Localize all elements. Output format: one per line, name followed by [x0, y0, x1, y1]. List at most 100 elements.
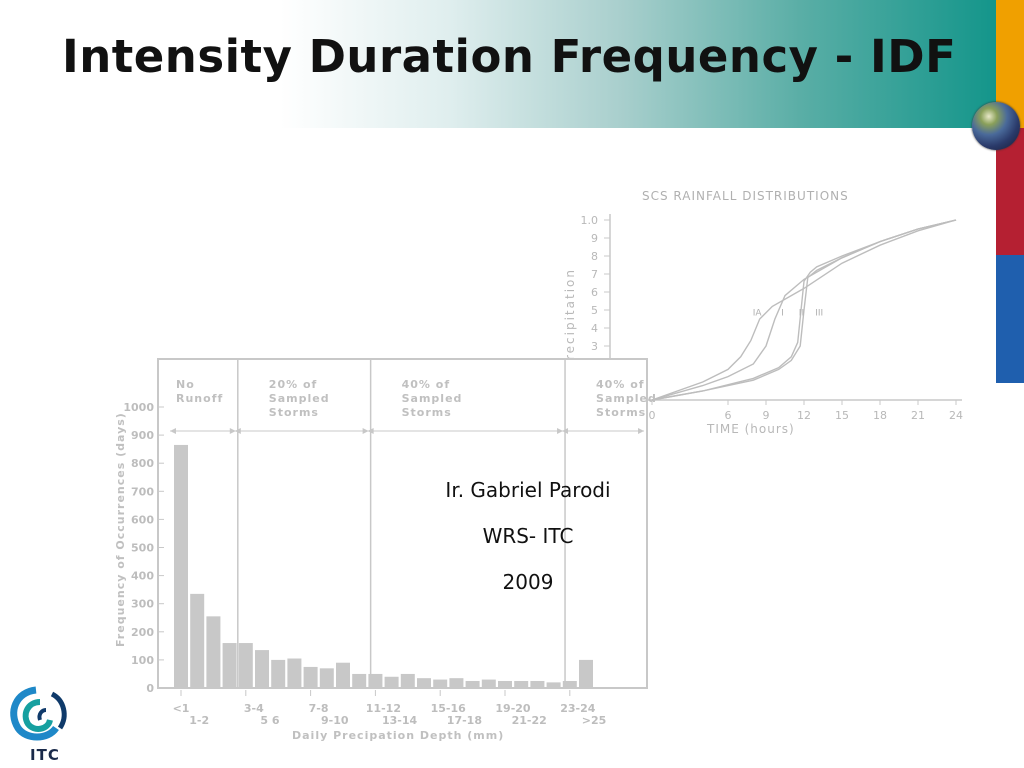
scs-x-tick-label: 21 [911, 409, 925, 422]
histogram-bar [336, 662, 350, 688]
histogram-bar [303, 666, 318, 688]
histogram-bar [433, 679, 448, 688]
scs-x-axis: 0 6 9 12 15 18 21 24 [610, 399, 963, 422]
scs-curve-labels: IA I II III [753, 308, 823, 318]
histogram-region-arrowhead [557, 428, 564, 434]
scs-y-tick-label: 4 [591, 322, 598, 335]
scs-x-tick-label: 15 [835, 409, 849, 422]
histogram-y-tick-label: 900 [131, 429, 154, 442]
histogram-region-arrowhead [562, 428, 569, 434]
histogram-y-tick-label: 200 [131, 626, 154, 639]
histogram-bar [174, 444, 188, 688]
histogram-y-tick-label: 600 [131, 513, 154, 526]
histogram-y-tick-label: 800 [131, 457, 154, 470]
histogram-region-label: Storms [402, 406, 452, 419]
scs-y-tick-label: 5 [591, 304, 598, 317]
histogram-region-arrowhead [638, 428, 645, 434]
scs-y-tick-label: 9 [591, 232, 598, 245]
title-banner [0, 0, 1000, 128]
histogram-x-labels: <1 3-4 7-8 11-12 15-16 19-20 23-24 1-2 5 6 9-10 13… [173, 690, 607, 727]
histogram-y-tick-label: 700 [131, 485, 154, 498]
histogram-y-tick-label: 400 [131, 570, 154, 583]
histogram-region-arrowhead [234, 428, 241, 434]
histogram-y-axis: 0 100 200 300 400 500 600 700 800 900 1000 [123, 401, 164, 695]
histogram-region-label: 40% of [596, 378, 645, 391]
credits-block: Ir. Gabriel Parodi WRS- ITC 2009 [410, 478, 646, 616]
scs-y-axis-label: recipitation [563, 268, 577, 360]
histogram-y-axis-label: Frequency of Occurrences (days) [114, 412, 127, 647]
histogram-x-tick-label: 21-22 [512, 714, 547, 727]
scs-curve-label: II [799, 308, 804, 318]
histogram-y-tick-label: 300 [131, 598, 154, 611]
scs-x-tick-label: 24 [949, 409, 963, 422]
scs-y-tick-label: 3 [591, 340, 598, 353]
affiliation: WRS- ITC [482, 524, 574, 548]
slide-title: Intensity Duration Frequency - IDF [62, 30, 957, 83]
histogram-bar [579, 659, 593, 688]
histogram-bar [271, 659, 286, 688]
histogram-x-tick-label: 5 6 [260, 714, 279, 727]
histogram-bar [465, 680, 480, 688]
histogram-bar [498, 680, 512, 688]
histogram-bar [222, 643, 237, 688]
histogram-region-label: Sampled [402, 392, 463, 405]
histogram-region-label: Storms [596, 406, 646, 419]
scs-curve-label: I [781, 308, 784, 318]
accent-bar-blue [996, 255, 1024, 383]
histogram-y-tick-label: 100 [131, 654, 154, 667]
scs-curve [651, 219, 957, 401]
scs-x-tick-label: 9 [763, 409, 770, 422]
histogram-bar [530, 680, 545, 688]
histogram-region-arrowhead [367, 428, 374, 434]
histogram-region-arrowhead [170, 428, 176, 434]
scs-x-tick-label: 18 [873, 409, 887, 422]
histogram-x-tick-label: >25 [582, 714, 607, 727]
histogram-bar [546, 682, 561, 688]
histogram-bar [255, 650, 269, 688]
histogram-region-arrowhead [362, 428, 369, 434]
histogram-bar [562, 680, 577, 688]
histogram-bar [190, 593, 205, 688]
histogram-x-tick-label: 9-10 [321, 714, 349, 727]
histogram-x-tick-label: 17-18 [447, 714, 482, 727]
histogram-x-tick-label: 1-2 [189, 714, 209, 727]
histogram-bar [449, 678, 464, 688]
itc-logo-icon [10, 686, 67, 741]
scs-curve-label: IA [753, 308, 763, 318]
year: 2009 [502, 570, 554, 594]
histogram-y-tick-label: 0 [146, 682, 154, 695]
histogram-bar [319, 668, 334, 688]
histogram-x-tick-label: <1 [173, 702, 190, 715]
histogram-bars [174, 444, 593, 688]
histogram-x-tick-label: 23-24 [560, 702, 596, 715]
scs-y-tick-label: 8 [591, 250, 598, 263]
histogram-bar [206, 616, 221, 688]
histogram-bar [287, 658, 302, 688]
histogram-y-tick-label: 1000 [123, 401, 154, 414]
scs-curve-label: III [815, 308, 823, 318]
scs-x-tick-label: 0 [649, 409, 656, 422]
scs-curve [651, 219, 957, 401]
histogram-region-label: Runoff [176, 392, 223, 405]
histogram-region-label: Sampled [596, 392, 655, 405]
histogram-x-tick-label: 7-8 [309, 702, 329, 715]
histogram-x-tick-label: 19-20 [495, 702, 531, 715]
histogram-bar [417, 678, 431, 688]
histogram-bar [400, 673, 415, 688]
histogram-y-tick-label: 500 [131, 542, 154, 555]
globe-icon [972, 102, 1020, 150]
scs-y-tick-label: 6 [591, 286, 598, 299]
histogram-x-tick-label: 3-4 [244, 702, 264, 715]
scs-y-tick-label: 7 [591, 268, 598, 281]
scs-chart-title: SCS RAINFALL DISTRIBUTIONS [642, 189, 849, 203]
scs-x-axis-label: TIME (hours) [706, 422, 795, 436]
scs-y-tick-label: 1.0 [581, 214, 599, 227]
histogram-bar [352, 673, 367, 688]
histogram-bar [481, 679, 496, 688]
histogram-region-label: No [176, 378, 195, 391]
histogram-x-tick-label: 13-14 [382, 714, 418, 727]
histogram-region-label: Storms [269, 406, 319, 419]
scs-y-axis: 1.0 9 8 7 6 5 4 3 [581, 214, 611, 400]
